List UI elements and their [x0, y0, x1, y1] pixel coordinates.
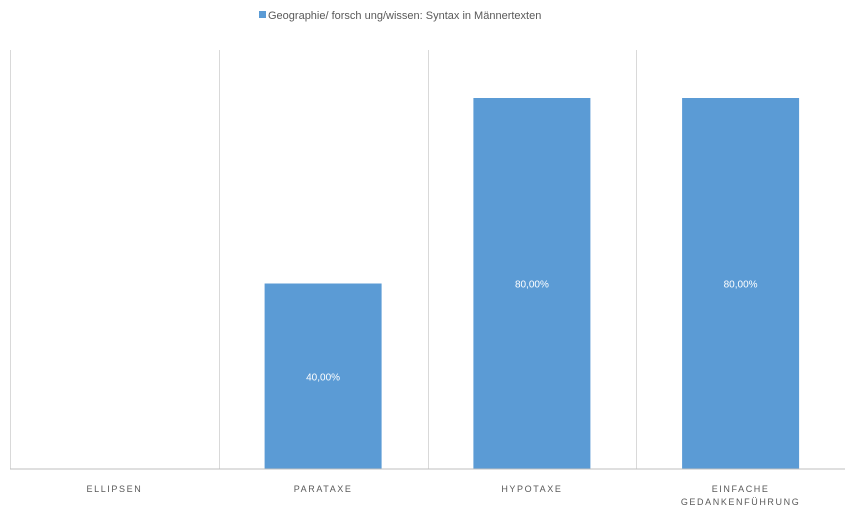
- data-label: 40,00%: [306, 372, 340, 383]
- x-tick-labels: ELLIPSEN PARATAXE HYPOTAXE EINFACHE GEDANKEN…: [86, 484, 801, 507]
- x-tick-label: EINFACHE GEDANKENFÜHRUNG: [681, 484, 801, 507]
- bar-einfache-gedankenführung: [682, 98, 800, 469]
- legend-label: Geographie/ forsch ung/wissen: Syntax in…: [268, 10, 541, 22]
- legend: Geographie/ forsch ung/wissen: Syntax in…: [259, 10, 541, 22]
- data-label: 80,00%: [515, 280, 549, 291]
- x-tick-label: HYPOTAXE: [501, 484, 562, 494]
- x-tick-label: ELLIPSEN: [86, 484, 142, 494]
- data-label: 80,00%: [724, 280, 758, 291]
- x-tick-label: PARATAXE: [294, 484, 353, 494]
- bars: [264, 98, 800, 469]
- bar-hypotaxe: [473, 98, 591, 469]
- data-label: 0,00%: [100, 458, 128, 469]
- data-labels: 0,00% 40,00% 80,00% 80,00%: [100, 280, 757, 470]
- legend-swatch: [259, 11, 266, 18]
- bar-parataxe: [264, 283, 382, 469]
- category-separators: [10, 50, 637, 469]
